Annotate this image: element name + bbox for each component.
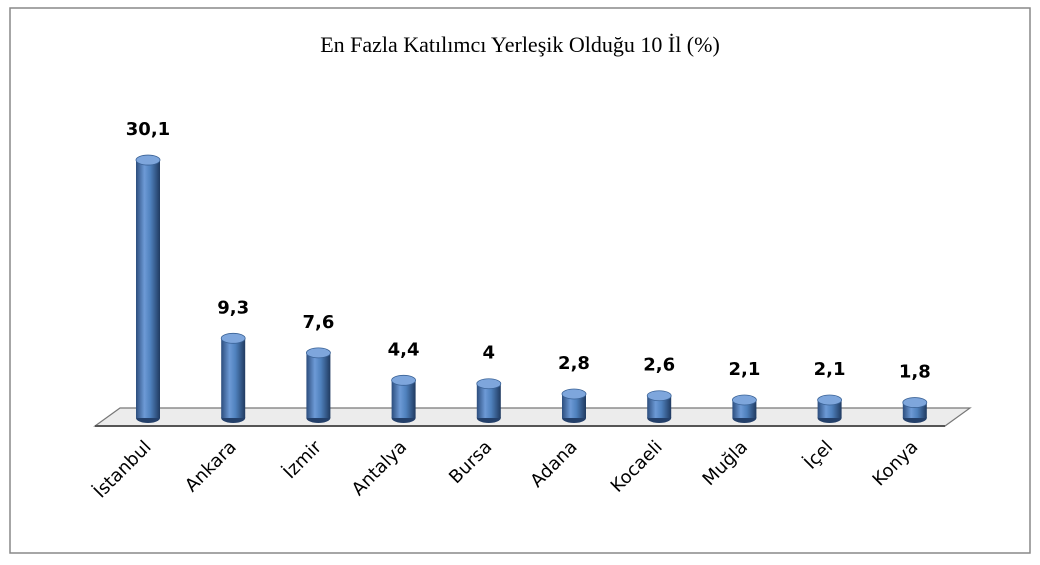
bar (220, 332, 246, 423)
bar (476, 378, 502, 423)
bar-top (476, 378, 502, 390)
data-label: 1,8 (899, 362, 931, 383)
bar-body (391, 380, 416, 418)
data-label: 4 (483, 343, 496, 364)
data-label: 2,1 (728, 359, 760, 380)
bar-top (220, 332, 246, 344)
bar-top (561, 388, 587, 400)
data-label: 7,6 (302, 312, 334, 333)
bar-body (647, 395, 672, 418)
data-label: 9,3 (217, 297, 249, 318)
bar-body (306, 352, 331, 418)
bar-top (305, 347, 331, 359)
bar (305, 347, 331, 423)
bar-body (221, 338, 246, 418)
bar (135, 154, 161, 423)
bar-top (732, 394, 757, 406)
data-label: 2,1 (814, 359, 846, 380)
bar-body (562, 394, 586, 418)
bar (817, 394, 842, 423)
bar-body (136, 160, 160, 418)
bar (902, 397, 928, 423)
data-label: 2,6 (643, 355, 675, 376)
bar-top (817, 394, 842, 406)
data-label: 4,4 (388, 339, 420, 360)
bar (391, 374, 417, 423)
bar-top (391, 374, 417, 386)
bar-top (646, 390, 672, 402)
bar-top (902, 397, 928, 408)
bar-top (135, 154, 161, 166)
chart-frame (9, 7, 1031, 554)
bar-body (476, 383, 501, 418)
bar (732, 394, 757, 423)
bar (646, 390, 672, 423)
data-label: 30,1 (126, 119, 170, 140)
chart-title: En Fazla Katılımcı Yerleşik Olduğu 10 İl… (320, 32, 720, 57)
data-label: 2,8 (558, 353, 590, 374)
bar (561, 388, 587, 423)
